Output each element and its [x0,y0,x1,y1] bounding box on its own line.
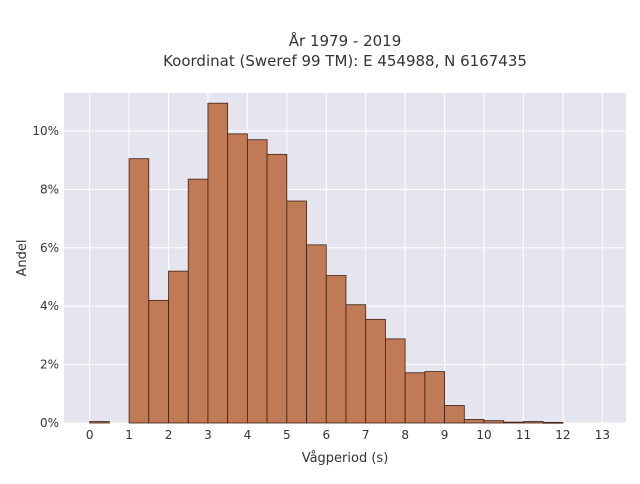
histogram-bar [503,421,524,424]
x-tick-label: 0 [86,428,94,442]
y-tick-label: 2% [40,358,59,372]
x-tick-labels: 0 1 2 3 4 5 6 7 8 9 10 11 12 13 [86,428,610,442]
histogram-bar [463,419,485,424]
histogram-bar [345,304,367,424]
bars-layer [89,102,564,424]
histogram-bar [128,158,150,424]
x-tick-label: 3 [204,428,212,442]
histogram-bar [483,420,505,424]
x-tick-label: 13 [595,428,610,442]
x-tick-label: 2 [165,428,173,442]
y-tick-label: 0% [40,416,59,430]
histogram-bar [523,421,544,424]
histogram-bar [385,338,406,424]
histogram-bar [246,139,268,424]
y-axis-title: Andel [15,240,30,277]
histogram-bar [444,405,465,424]
x-tick-label: 5 [283,428,291,442]
x-tick-label: 1 [125,428,133,442]
histogram-bar [227,133,248,424]
histogram-bar [286,200,307,424]
y-tick-label: 6% [40,241,59,255]
x-tick-label: 12 [555,428,570,442]
x-tick-label: 4 [244,428,252,442]
chart-title-line2: Koordinat (Sweref 99 TM): E 454988, N 61… [163,52,527,70]
x-tick-label: 10 [476,428,491,442]
histogram-bar [148,299,169,424]
histogram-bar [424,371,445,424]
x-tick-label: 7 [362,428,370,442]
x-tick-label: 6 [322,428,330,442]
histogram-bar [542,422,564,424]
chart-title-line1: År 1979 - 2019 [289,31,402,50]
x-tick-label: 9 [441,428,449,442]
histogram-bar [266,153,288,424]
y-tick-label: 4% [40,299,59,313]
histogram-bar [89,421,110,424]
histogram-bar [306,244,327,424]
y-tick-labels: 0% 2% 4% 6% 8% 10% [32,124,59,430]
x-tick-label: 11 [516,428,531,442]
x-axis-title: Vågperiod (s) [302,451,389,466]
x-tick-label: 8 [401,428,409,442]
histogram-bar [187,178,209,424]
histogram-bar [404,372,426,424]
histogram-bar [365,318,386,424]
y-tick-label: 10% [32,124,59,138]
y-tick-label: 8% [40,182,59,196]
histogram-bar [207,102,229,424]
histogram-bar [325,275,347,424]
histogram-bar [168,270,189,424]
